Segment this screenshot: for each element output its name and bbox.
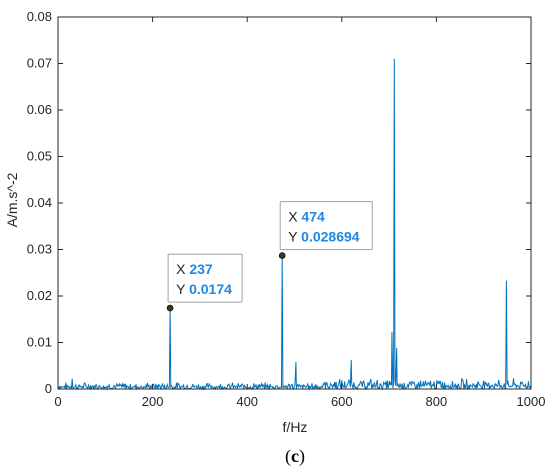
- figure-caption: (c): [285, 446, 305, 467]
- datatip-box: [279, 201, 373, 251]
- datatip-x-label: X: [288, 209, 301, 225]
- y-tick-label: 0.08: [27, 9, 52, 24]
- y-tick-label: 0.06: [27, 102, 52, 117]
- caption-letter: c: [291, 446, 299, 466]
- datatip-marker: [166, 304, 174, 312]
- datatip-x-label: X: [176, 261, 189, 277]
- x-tick-label: 0: [54, 394, 61, 409]
- datatip-x-value: 237: [189, 261, 213, 277]
- datatip-y-row: Y 0.0174: [176, 281, 232, 297]
- datatip-x-value: 474: [301, 209, 325, 225]
- datatip-marker: [278, 252, 286, 259]
- x-tick-label: 400: [236, 394, 258, 409]
- x-tick-label: 1000: [517, 394, 546, 409]
- y-tick-label: 0.03: [27, 242, 52, 257]
- caption-open: (: [285, 446, 291, 467]
- datatip-y-value: 0.0174: [189, 281, 232, 297]
- datatip-y-label: Y: [176, 281, 189, 297]
- y-axis-label: A/m.s^-2: [4, 172, 20, 227]
- datatip-y-label: Y: [288, 229, 301, 245]
- y-tick-label: 0.07: [27, 56, 52, 71]
- x-tick-label: 200: [142, 394, 164, 409]
- y-tick-label: 0.02: [27, 288, 52, 303]
- y-tick-label: 0.05: [27, 149, 52, 164]
- y-tick-label: 0.04: [27, 195, 52, 210]
- axes-layer: 0 200 400 600 800 1000 0 0.01 0.02 0.03 0.04 0.05 0.…: [27, 9, 546, 409]
- y-tick-label: 0.01: [27, 335, 52, 350]
- y-tick-label: 0: [45, 381, 52, 396]
- datatip-y-row: Y 0.028694: [288, 229, 360, 245]
- caption-close: ): [299, 446, 305, 467]
- datatip-y-value: 0.028694: [301, 229, 360, 245]
- datatip-x-row: X 474: [288, 209, 325, 225]
- datatip-box: [167, 253, 243, 303]
- x-tick-label: 800: [426, 394, 448, 409]
- x-tick-label: 600: [331, 394, 353, 409]
- x-axis-label: f/Hz: [283, 419, 308, 435]
- datatip-x-row: X 237: [176, 261, 213, 277]
